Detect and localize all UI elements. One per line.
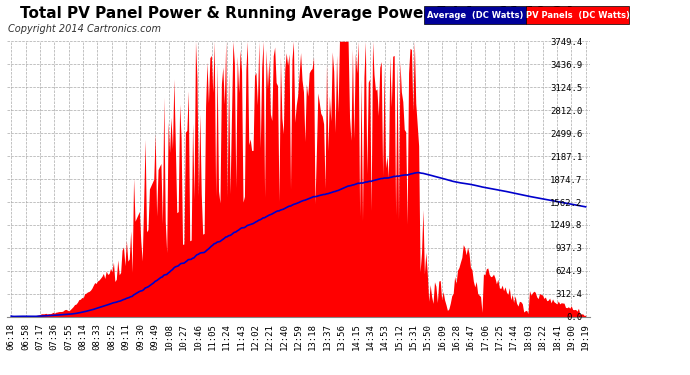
Text: PV Panels  (DC Watts): PV Panels (DC Watts) xyxy=(526,11,629,20)
Text: Total PV Panel Power & Running Average Power Fri Apr 11 19:24: Total PV Panel Power & Running Average P… xyxy=(20,6,573,21)
Text: Average  (DC Watts): Average (DC Watts) xyxy=(427,11,524,20)
Text: Copyright 2014 Cartronics.com: Copyright 2014 Cartronics.com xyxy=(8,24,161,34)
